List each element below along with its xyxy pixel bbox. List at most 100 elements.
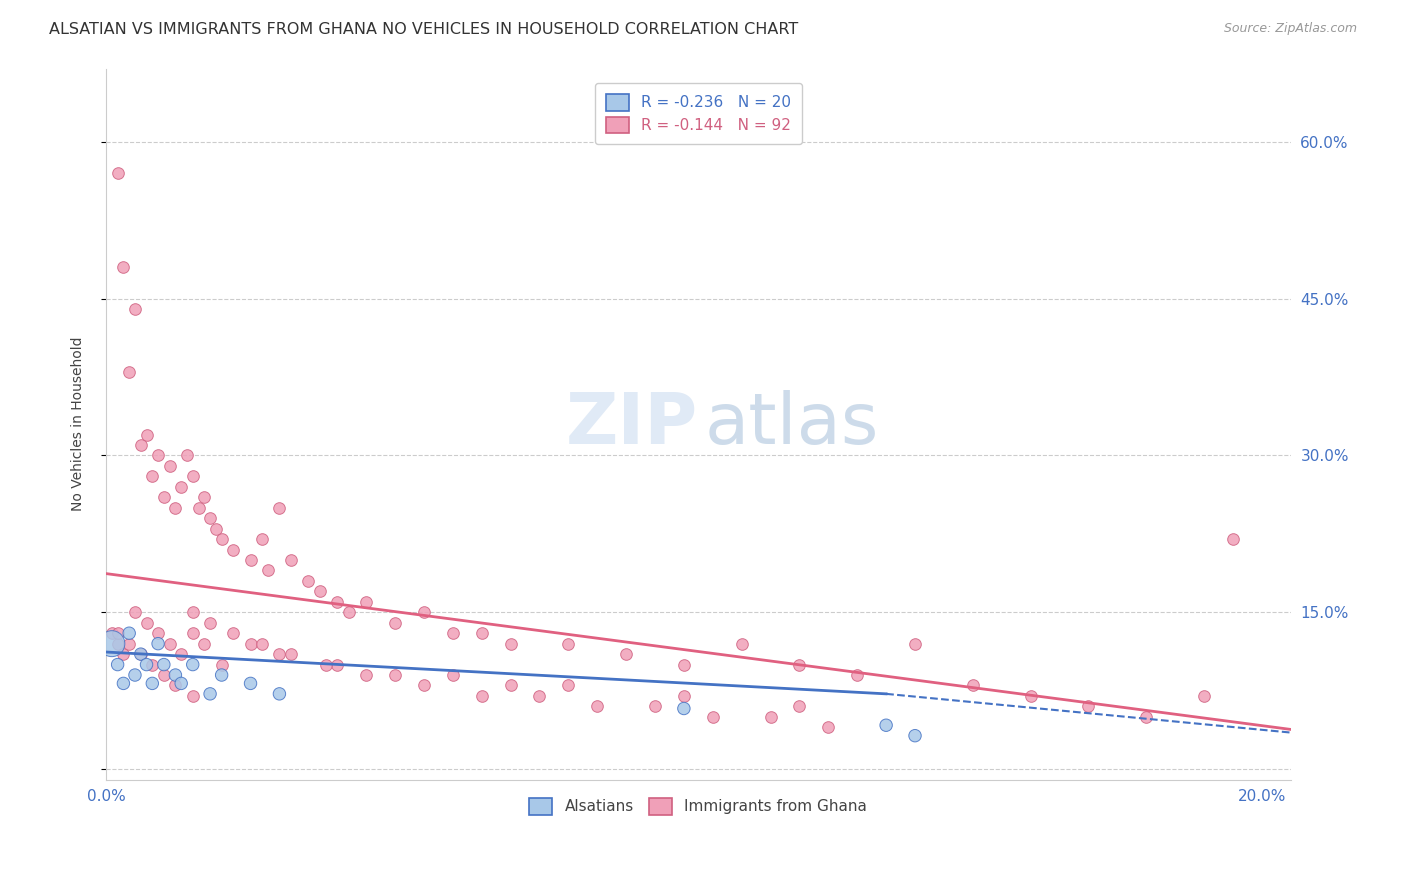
- Point: [170, 647, 193, 661]
- Point: [165, 678, 187, 692]
- Point: [146, 626, 169, 640]
- Point: [141, 469, 163, 483]
- Point: [702, 710, 724, 724]
- Point: [239, 553, 262, 567]
- Point: [153, 657, 176, 672]
- Point: [1192, 689, 1215, 703]
- Point: [198, 687, 221, 701]
- Point: [181, 626, 204, 640]
- Point: [107, 657, 129, 672]
- Point: [159, 637, 181, 651]
- Point: [135, 615, 157, 630]
- Point: [239, 637, 262, 651]
- Text: Source: ZipAtlas.com: Source: ZipAtlas.com: [1223, 22, 1357, 36]
- Point: [129, 438, 152, 452]
- Point: [354, 595, 377, 609]
- Point: [904, 637, 927, 651]
- Point: [146, 449, 169, 463]
- Point: [529, 689, 551, 703]
- Point: [250, 532, 273, 546]
- Point: [181, 689, 204, 703]
- Text: ZIP: ZIP: [567, 390, 699, 458]
- Point: [269, 500, 291, 515]
- Point: [644, 699, 666, 714]
- Point: [205, 522, 228, 536]
- Point: [962, 678, 984, 692]
- Point: [441, 668, 464, 682]
- Point: [198, 615, 221, 630]
- Point: [250, 637, 273, 651]
- Point: [239, 676, 262, 690]
- Point: [112, 260, 135, 275]
- Legend: Alsatians, Immigrants from Ghana: Alsatians, Immigrants from Ghana: [519, 788, 877, 825]
- Point: [170, 480, 193, 494]
- Point: [124, 668, 146, 682]
- Point: [499, 637, 522, 651]
- Point: [672, 689, 695, 703]
- Point: [187, 500, 209, 515]
- Point: [176, 449, 198, 463]
- Point: [135, 657, 157, 672]
- Point: [557, 637, 579, 651]
- Point: [257, 564, 280, 578]
- Point: [384, 668, 406, 682]
- Point: [280, 553, 302, 567]
- Point: [1135, 710, 1157, 724]
- Point: [672, 657, 695, 672]
- Point: [412, 605, 434, 619]
- Point: [198, 511, 221, 525]
- Point: [1019, 689, 1042, 703]
- Point: [193, 637, 215, 651]
- Point: [181, 469, 204, 483]
- Point: [153, 668, 176, 682]
- Point: [101, 637, 124, 651]
- Point: [193, 490, 215, 504]
- Point: [141, 676, 163, 690]
- Point: [354, 668, 377, 682]
- Point: [146, 637, 169, 651]
- Point: [211, 532, 233, 546]
- Point: [731, 637, 754, 651]
- Point: [672, 701, 695, 715]
- Point: [159, 458, 181, 473]
- Point: [412, 678, 434, 692]
- Text: atlas: atlas: [704, 390, 879, 458]
- Point: [789, 699, 811, 714]
- Point: [557, 678, 579, 692]
- Point: [875, 718, 897, 732]
- Point: [280, 647, 302, 661]
- Point: [471, 689, 494, 703]
- Point: [269, 687, 291, 701]
- Point: [170, 676, 193, 690]
- Point: [165, 668, 187, 682]
- Point: [211, 668, 233, 682]
- Point: [817, 720, 839, 734]
- Point: [315, 657, 337, 672]
- Point: [297, 574, 319, 588]
- Point: [141, 657, 163, 672]
- Point: [101, 626, 124, 640]
- Point: [499, 678, 522, 692]
- Point: [135, 427, 157, 442]
- Point: [124, 605, 146, 619]
- Point: [181, 657, 204, 672]
- Point: [124, 301, 146, 316]
- Point: [107, 637, 129, 651]
- Point: [118, 626, 141, 640]
- Point: [441, 626, 464, 640]
- Point: [586, 699, 609, 714]
- Point: [165, 500, 187, 515]
- Point: [337, 605, 360, 619]
- Point: [112, 676, 135, 690]
- Point: [326, 657, 349, 672]
- Point: [107, 166, 129, 180]
- Point: [129, 647, 152, 661]
- Point: [904, 729, 927, 743]
- Point: [181, 605, 204, 619]
- Point: [789, 657, 811, 672]
- Point: [269, 647, 291, 661]
- Point: [846, 668, 869, 682]
- Point: [1222, 532, 1244, 546]
- Point: [129, 647, 152, 661]
- Point: [759, 710, 782, 724]
